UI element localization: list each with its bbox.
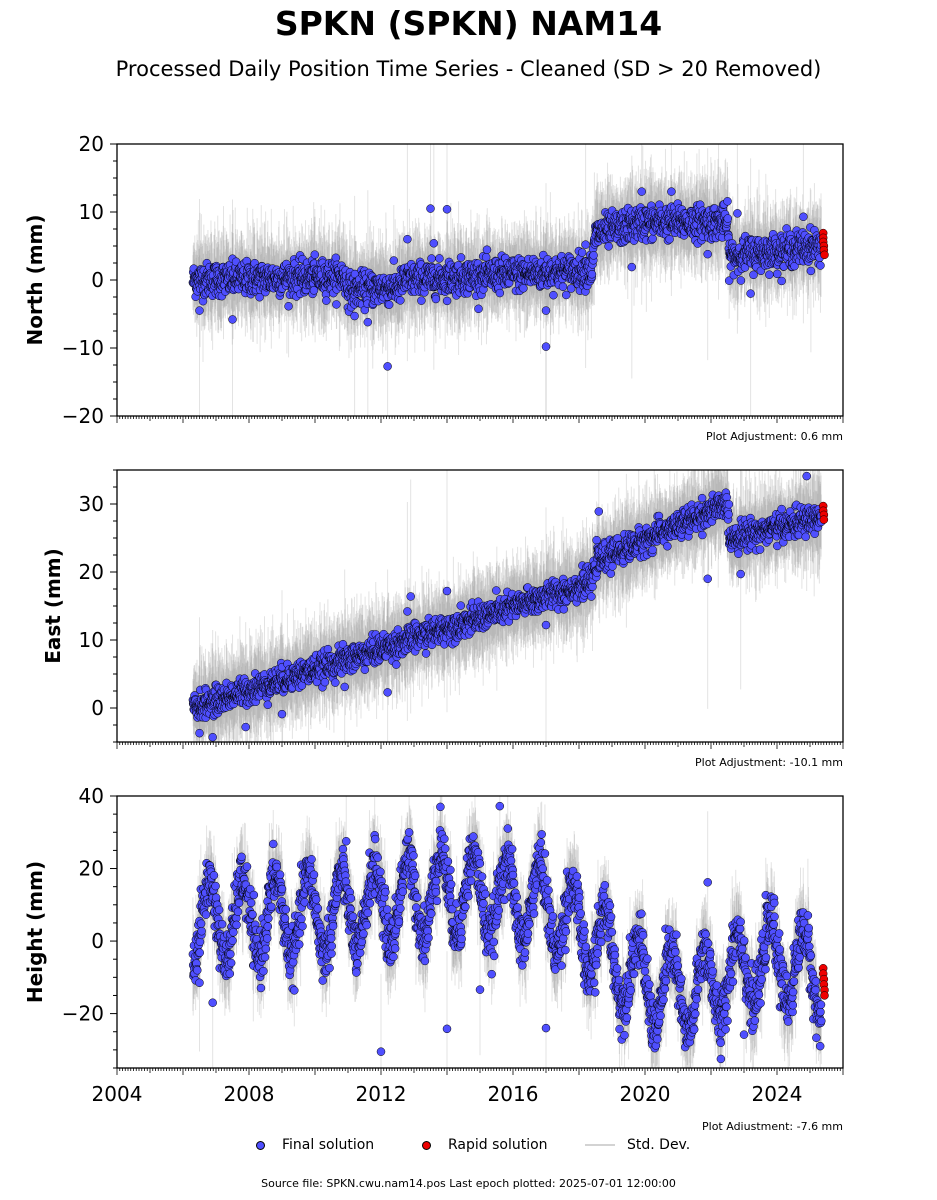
- final-solution-point: [562, 290, 571, 300]
- final-solution-point: [519, 284, 528, 293]
- final-solution-point: [549, 290, 558, 300]
- final-solution-point: [627, 262, 637, 272]
- final-solution-point: [777, 276, 786, 286]
- y-tick-label: 20: [79, 132, 104, 156]
- final-solution-point: [746, 289, 755, 298]
- final-solution-point: [384, 300, 394, 309]
- final-solution-point: [403, 234, 412, 244]
- final-solution-point: [332, 300, 341, 309]
- final-solution-point: [581, 240, 590, 249]
- final-solution-point: [604, 242, 613, 251]
- final-solution-point: [481, 252, 491, 262]
- final-solution-point: [723, 197, 732, 206]
- rapid-solution-point: [820, 250, 829, 260]
- final-solution-point: [587, 269, 597, 279]
- y-tick-label: 0: [91, 268, 104, 292]
- data-points: [188, 187, 829, 371]
- final-solution-point: [648, 234, 657, 243]
- final-solution-point: [350, 311, 359, 321]
- time-series-chart: −20 −10 0 10 20 North (mm) Plot Adjustment: 0.…: [23, 132, 844, 1130]
- final-solution-point: [383, 362, 392, 371]
- final-solution-point: [310, 250, 320, 259]
- final-solution-point: [429, 239, 439, 248]
- y-tick-label: 10: [79, 200, 104, 224]
- final-solution-point: [665, 234, 674, 244]
- final-solution-point: [417, 296, 426, 305]
- chart-subtitle: Processed Daily Position Time Series - C…: [115, 57, 822, 81]
- final-solution-point: [482, 245, 492, 254]
- final-solution-point: [456, 253, 466, 262]
- final-solution-point: [806, 266, 816, 276]
- final-solution-point: [736, 276, 746, 285]
- final-solution-point: [733, 209, 742, 218]
- chart-title: SPKN (SPKN) NAM14: [274, 4, 663, 43]
- final-solution-point: [474, 304, 483, 314]
- final-solution-point: [322, 296, 331, 305]
- final-solution-point: [566, 284, 576, 293]
- final-solution-point: [331, 253, 341, 263]
- final-solution-point: [426, 204, 435, 213]
- final-solution-point: [431, 294, 441, 304]
- final-solution-point: [703, 249, 712, 259]
- final-solution-point: [228, 315, 237, 324]
- final-solution-point: [427, 254, 436, 263]
- final-solution-point: [442, 296, 452, 306]
- final-solution-point: [435, 254, 444, 263]
- final-solution-point: [558, 282, 568, 292]
- final-solution-point: [577, 248, 587, 257]
- y-axis-label: North (mm): [23, 214, 47, 345]
- plot-adjustment-label: Plot Adjustment: 0.6 mm: [706, 430, 843, 443]
- final-solution-point: [749, 270, 758, 280]
- final-solution-point: [637, 187, 646, 196]
- final-solution-point: [309, 286, 319, 295]
- final-solution-point: [724, 276, 734, 285]
- final-solution-point: [541, 306, 551, 315]
- final-solution-point: [442, 205, 452, 214]
- final-solution-point: [284, 302, 293, 311]
- final-solution-point: [816, 261, 825, 270]
- final-solution-point: [765, 270, 774, 279]
- y-tick-label: −20: [62, 404, 104, 428]
- final-solution-point: [389, 256, 399, 265]
- final-solution-point: [773, 269, 782, 279]
- final-solution-point: [195, 306, 204, 315]
- final-solution-point: [363, 317, 373, 327]
- final-solution-point: [723, 214, 733, 223]
- panel-1: −20 −10 0 10 20 North (mm) Plot Adjustment: 0.…: [23, 132, 844, 443]
- final-solution-point: [495, 288, 505, 298]
- final-solution-point: [799, 212, 808, 222]
- final-solution-point: [667, 187, 676, 196]
- final-solution-point: [541, 342, 551, 351]
- final-solution-point: [589, 251, 598, 260]
- final-solution-point: [396, 296, 405, 305]
- y-tick-label: −10: [62, 336, 104, 360]
